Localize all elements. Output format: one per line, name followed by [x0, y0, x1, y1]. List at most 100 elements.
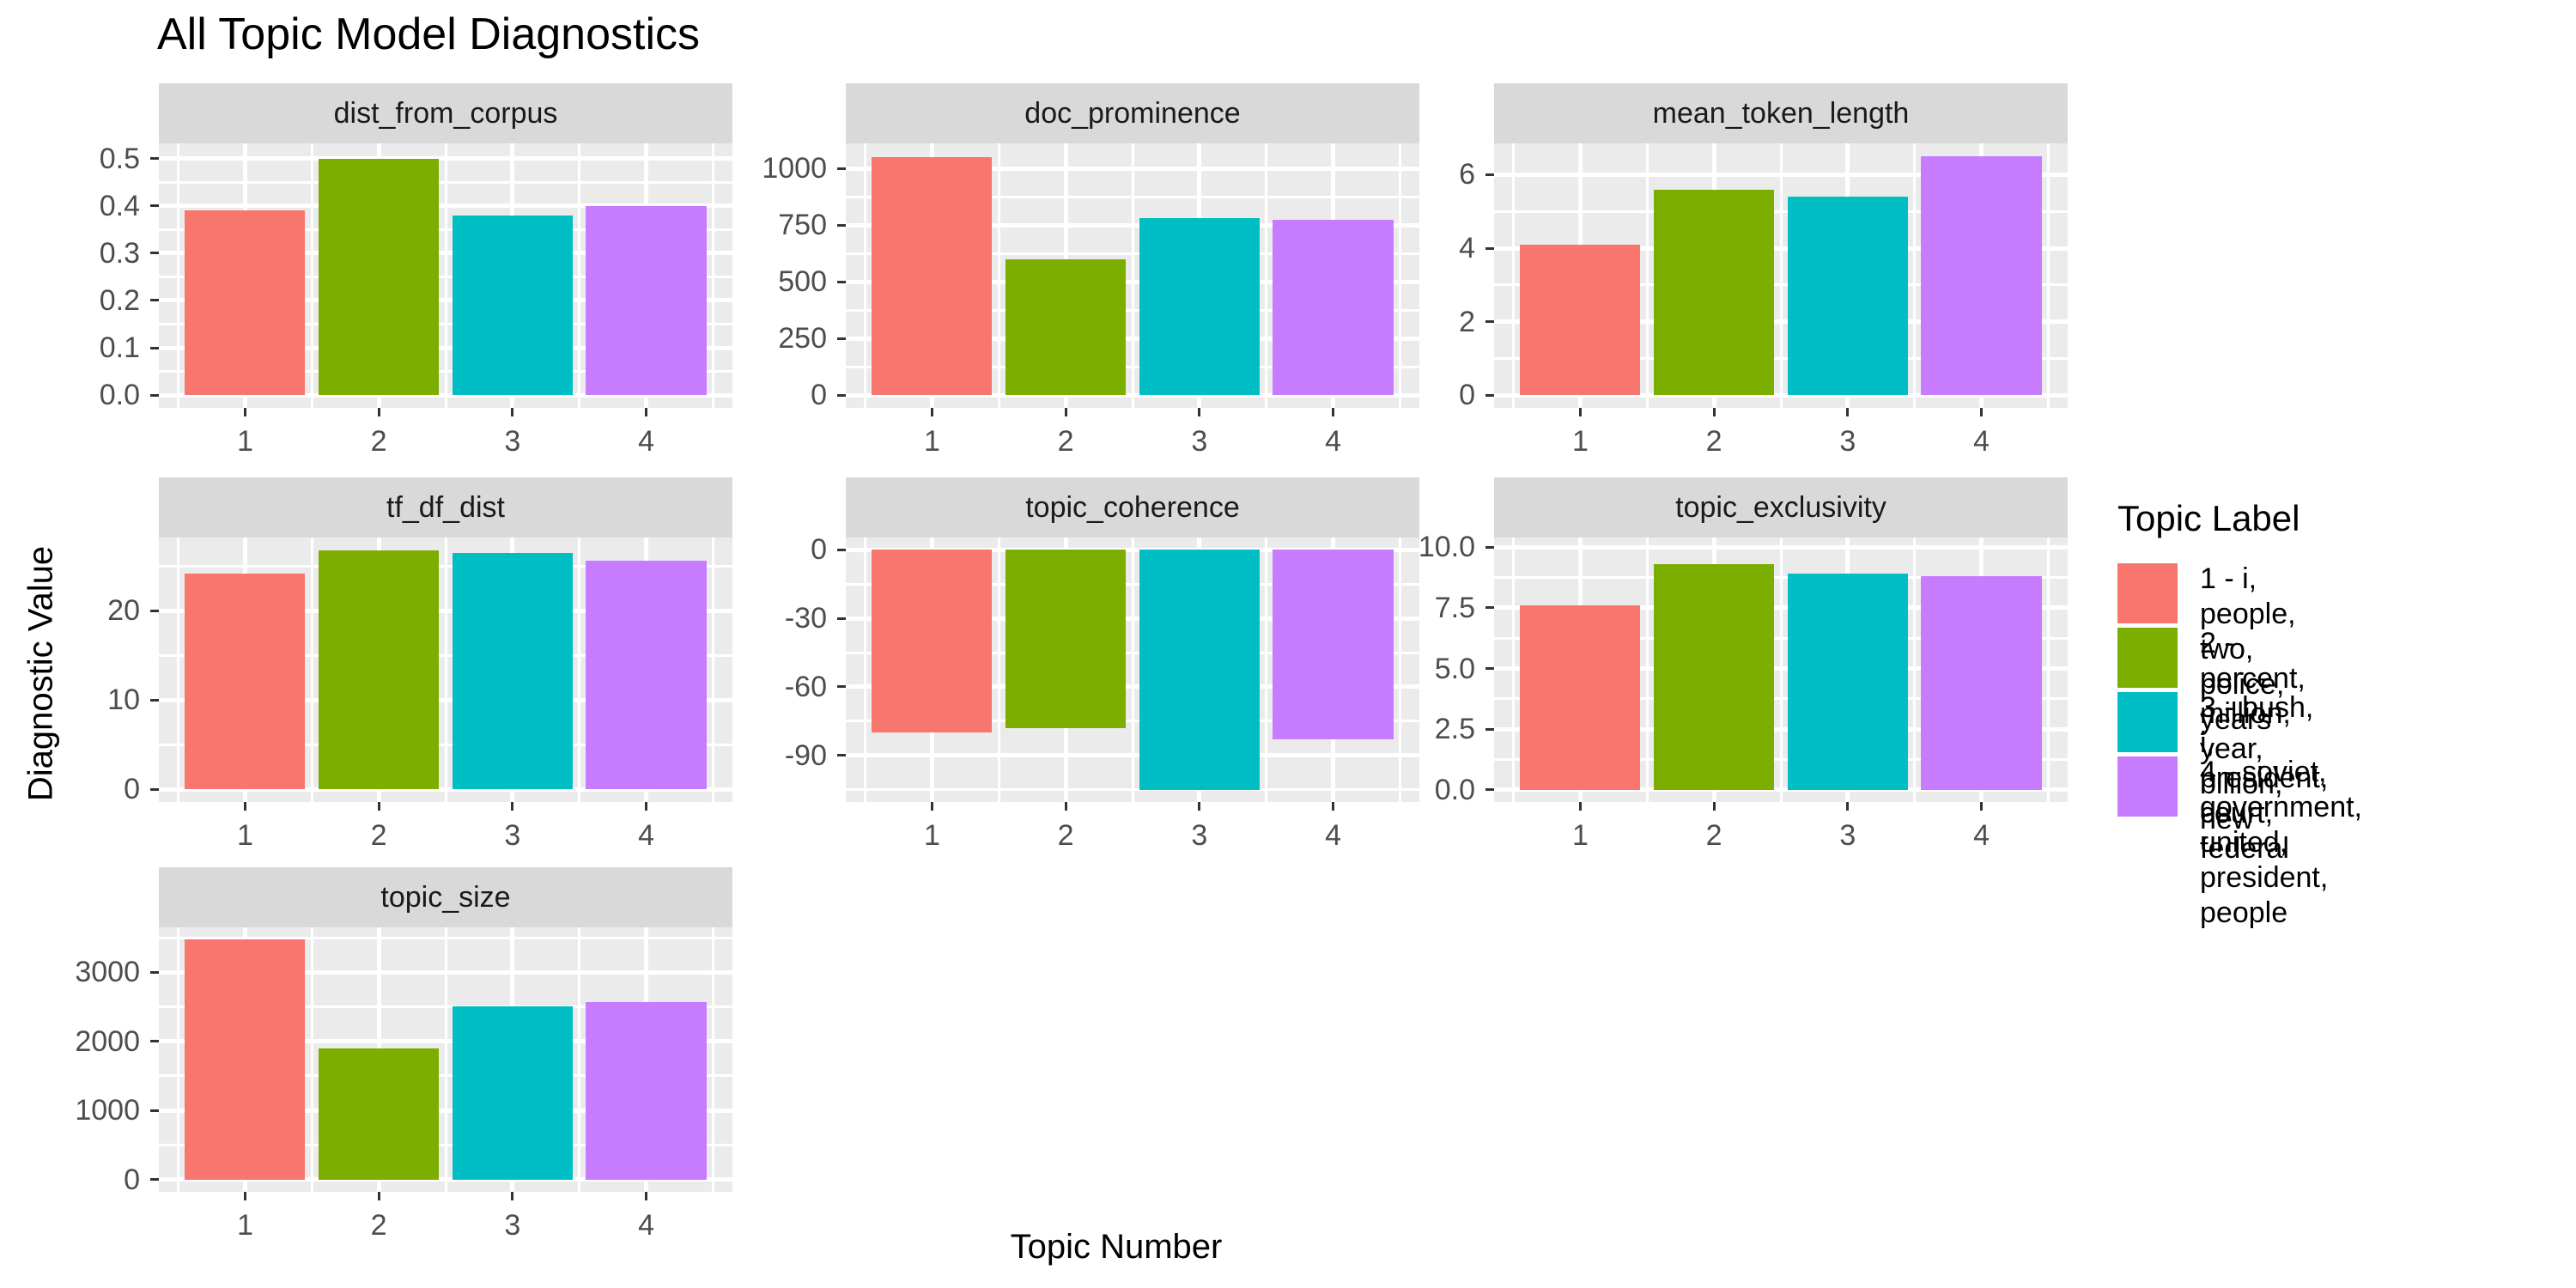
bar-topic-3: [1139, 218, 1260, 396]
facet-title: topic_coherence: [1025, 490, 1240, 524]
x-tick-label: 1: [1571, 819, 1589, 852]
x-tick-mark: [377, 802, 380, 811]
x-tick-label: 3: [1191, 425, 1208, 458]
x-minor-gridline: [310, 143, 313, 408]
x-minor-gridline: [1265, 143, 1268, 408]
facet-strip: mean_token_length: [1494, 83, 2068, 143]
x-tick-label: 3: [504, 425, 521, 458]
x-tick-mark: [645, 802, 648, 811]
x-tick-label: 4: [638, 1209, 655, 1242]
facet-panel: [846, 143, 1419, 408]
x-tick-mark: [645, 1192, 648, 1200]
y-tick-mark: [1485, 788, 1494, 792]
x-minor-gridline: [2046, 143, 2050, 408]
y-tick-label: -60: [784, 670, 827, 703]
y-tick-label: 2: [1459, 305, 1475, 338]
y-tick-label: 1000: [75, 1094, 140, 1127]
x-tick-label: 1: [1571, 425, 1589, 458]
x-tick-mark: [1198, 408, 1201, 416]
x-tick-mark: [243, 408, 246, 416]
x-minor-gridline: [997, 143, 1000, 408]
bar-topic-1: [185, 939, 306, 1180]
bar-topic-4: [586, 1001, 707, 1180]
y-major-gridline: [159, 787, 732, 792]
y-tick-label: 20: [107, 594, 140, 628]
bar-topic-3: [452, 552, 573, 790]
x-tick-label: 3: [1191, 819, 1208, 852]
x-tick-label: 2: [1057, 819, 1074, 852]
x-minor-gridline: [177, 538, 180, 802]
y-tick-label: 0.3: [99, 236, 140, 270]
bar-topic-2: [319, 550, 440, 790]
facet-strip: topic_coherence: [846, 477, 1419, 538]
y-tick-mark: [837, 280, 846, 283]
facet-panel: [159, 927, 732, 1192]
y-tick-label: 1000: [762, 152, 827, 185]
facet-topic_size: topic_size: [159, 867, 732, 1192]
legend-swatch-topic-4: [2117, 756, 2178, 817]
x-tick-mark: [1578, 408, 1582, 416]
y-tick-label: 2000: [75, 1024, 140, 1058]
x-minor-gridline: [310, 927, 313, 1192]
y-major-gridline: [159, 392, 732, 398]
x-tick-mark: [1846, 802, 1850, 811]
y-tick-label: 2.5: [1434, 713, 1475, 746]
x-minor-gridline: [444, 927, 447, 1192]
facet-topic_coherence: topic_coherence: [846, 477, 1419, 802]
x-tick-mark: [511, 408, 514, 416]
y-tick-mark: [837, 337, 846, 340]
x-tick-label: 2: [370, 425, 387, 458]
facet-title: dist_from_corpus: [333, 96, 558, 130]
x-minor-gridline: [1265, 538, 1268, 802]
y-major-gridline: [846, 684, 1419, 690]
x-minor-gridline: [1131, 143, 1134, 408]
x-minor-gridline: [578, 143, 581, 408]
y-tick-label: 0.4: [99, 189, 140, 222]
x-tick-label: 1: [923, 819, 940, 852]
y-major-gridline: [159, 608, 732, 613]
legend-entry-label: 2 - percent, million, year, billion, new: [2200, 627, 2306, 835]
facet-title: doc_prominence: [1024, 96, 1241, 130]
bar-topic-4: [1921, 155, 2042, 396]
x-minor-gridline: [177, 143, 180, 408]
x-tick-label: 1: [236, 1209, 253, 1242]
x-tick-label: 3: [1839, 819, 1856, 852]
x-tick-label: 2: [370, 1209, 387, 1242]
x-tick-mark: [511, 802, 514, 811]
y-major-gridline: [159, 298, 732, 303]
y-major-gridline: [846, 392, 1419, 398]
y-tick-label: 750: [778, 209, 827, 242]
y-tick-label: 0: [124, 1163, 140, 1196]
x-minor-gridline: [1512, 143, 1516, 408]
bar-topic-4: [1273, 550, 1394, 740]
y-tick-mark: [150, 698, 159, 702]
y-tick-mark: [837, 685, 846, 689]
y-major-gridline: [159, 251, 732, 256]
y-tick-mark: [837, 167, 846, 170]
x-minor-gridline: [711, 927, 714, 1192]
facet-doc_prominence: doc_prominence: [846, 83, 1419, 408]
y-major-gridline: [846, 336, 1419, 341]
y-major-gridline: [159, 1177, 732, 1182]
y-tick-mark: [1485, 545, 1494, 549]
bar-topic-2: [1005, 550, 1127, 728]
x-tick-label: 3: [504, 1209, 521, 1242]
y-tick-label: 6: [1459, 158, 1475, 191]
y-major-gridline: [159, 156, 732, 161]
x-minor-gridline: [1645, 143, 1649, 408]
facet-mean_token_length: mean_token_length: [1494, 83, 2068, 408]
bar-topic-1: [872, 156, 993, 396]
x-minor-gridline: [1398, 538, 1401, 802]
bar-topic-3: [1139, 550, 1260, 790]
facet-topic_exclusivity: topic_exclusivity: [1494, 477, 2068, 802]
y-tick-label: -90: [784, 738, 827, 772]
y-major-gridline: [1494, 172, 2068, 177]
y-major-gridline: [846, 616, 1419, 621]
y-tick-mark: [1485, 246, 1494, 250]
bar-topic-2: [319, 158, 440, 396]
legend-entries: 1 - i, people, two, police, years 2 - per…: [2117, 562, 2362, 929]
x-tick-label: 4: [1325, 425, 1342, 458]
x-tick-label: 4: [1973, 425, 1990, 458]
y-major-gridline: [1494, 726, 2068, 732]
